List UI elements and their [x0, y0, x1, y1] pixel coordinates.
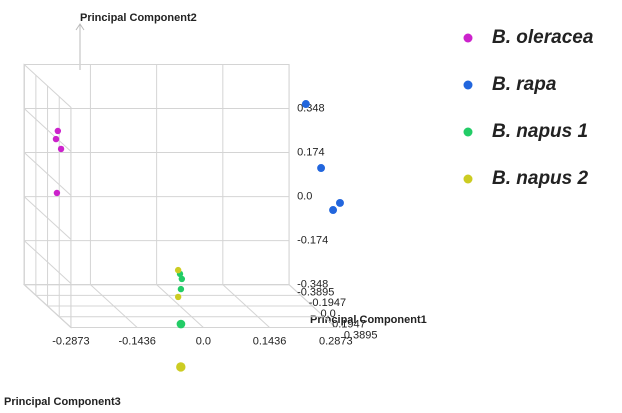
legend-label: B. napus 1: [492, 121, 588, 142]
y-tick-label: 0.348: [297, 102, 325, 114]
point: [176, 362, 186, 372]
legend-marker: [463, 127, 473, 137]
point: [57, 145, 65, 153]
legend-marker: [463, 33, 473, 43]
point: [317, 164, 326, 172]
y-axis-title: Principal Component2: [80, 12, 197, 24]
x-tick-label: -0.3895: [297, 287, 334, 299]
y-tick-label: -0.174: [297, 235, 328, 247]
point: [177, 285, 185, 293]
y-tick-label: 0.0: [297, 190, 312, 202]
z-tick-label: 0.2873: [319, 335, 353, 347]
point: [53, 189, 61, 197]
legend-label: B. oleracea: [492, 27, 594, 48]
z-tick-label: -0.2873: [52, 335, 89, 347]
x-tick-label: -0.1947: [309, 297, 346, 309]
point: [301, 100, 310, 108]
point: [178, 275, 186, 283]
point: [54, 127, 62, 135]
x-tick-label: 0.1947: [332, 319, 366, 331]
legend-marker: [463, 174, 473, 184]
point: [174, 293, 182, 301]
legend-label: B. rapa: [492, 74, 557, 95]
legend-label: B. napus 2: [492, 168, 589, 189]
legend-marker: [463, 80, 473, 90]
point: [176, 319, 186, 329]
z-axis-title: Principal Component3: [4, 396, 121, 408]
y-tick-label: -0.348: [297, 279, 328, 291]
x-axis-title: Principal Component1: [310, 314, 427, 326]
z-tick-label: 0.0: [196, 335, 211, 347]
point: [336, 198, 344, 207]
x-tick-label: 0.3895: [344, 329, 378, 341]
x-tick-label: 0.0: [320, 308, 335, 320]
y-tick-label: 0.174: [297, 146, 325, 158]
z-tick-label: 0.1436: [253, 335, 287, 347]
point: [52, 135, 60, 143]
point: [329, 206, 338, 214]
z-tick-label: -0.1436: [119, 335, 156, 347]
point: [174, 266, 182, 274]
axis-arrow-head: [75, 23, 85, 31]
